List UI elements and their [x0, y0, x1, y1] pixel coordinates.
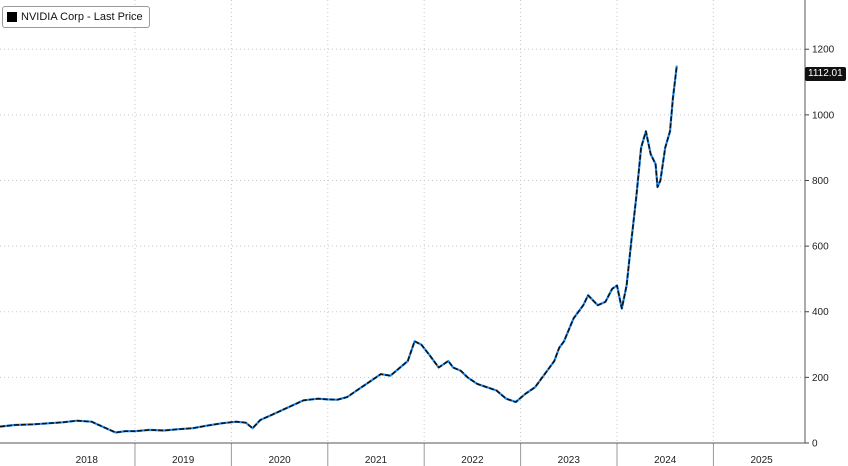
series-line-highlight [0, 65, 678, 434]
y-tick-label: 400 [812, 307, 829, 318]
y-tick-label: 1000 [812, 110, 835, 121]
y-tick-label: 200 [812, 373, 829, 384]
y-tick-label: 1200 [812, 45, 835, 56]
series-line [0, 65, 678, 434]
gridlines [0, 48, 805, 378]
y-tick-label: 0 [812, 439, 818, 450]
y-tick-label: 800 [812, 176, 829, 187]
x-tick-label: 2024 [654, 455, 677, 466]
x-tick-label: 2022 [461, 455, 484, 466]
x-tick-label: 2021 [365, 455, 388, 466]
axes [0, 0, 809, 444]
x-tick-label: 2023 [558, 455, 581, 466]
x-tick-label: 2025 [750, 455, 773, 466]
series-lines [0, 65, 678, 434]
y-tick-label: 600 [812, 242, 829, 253]
legend: NVIDIA Corp - Last Price [2, 6, 150, 28]
y-tick-labels: 0 200 400 600 800 1000 1200 [812, 45, 835, 450]
x-tick-label: 2019 [172, 455, 195, 466]
legend-label: NVIDIA Corp - Last Price [21, 11, 143, 23]
year-boundaries [134, 0, 714, 466]
x-tick-label: 2018 [76, 455, 99, 466]
x-tick-labels: 2018 2019 2020 2021 2022 2023 2024 2025 [76, 455, 774, 466]
x-tick-label: 2020 [268, 455, 291, 466]
last-price-label: 1112.01 [805, 67, 846, 81]
legend-swatch [7, 12, 17, 22]
